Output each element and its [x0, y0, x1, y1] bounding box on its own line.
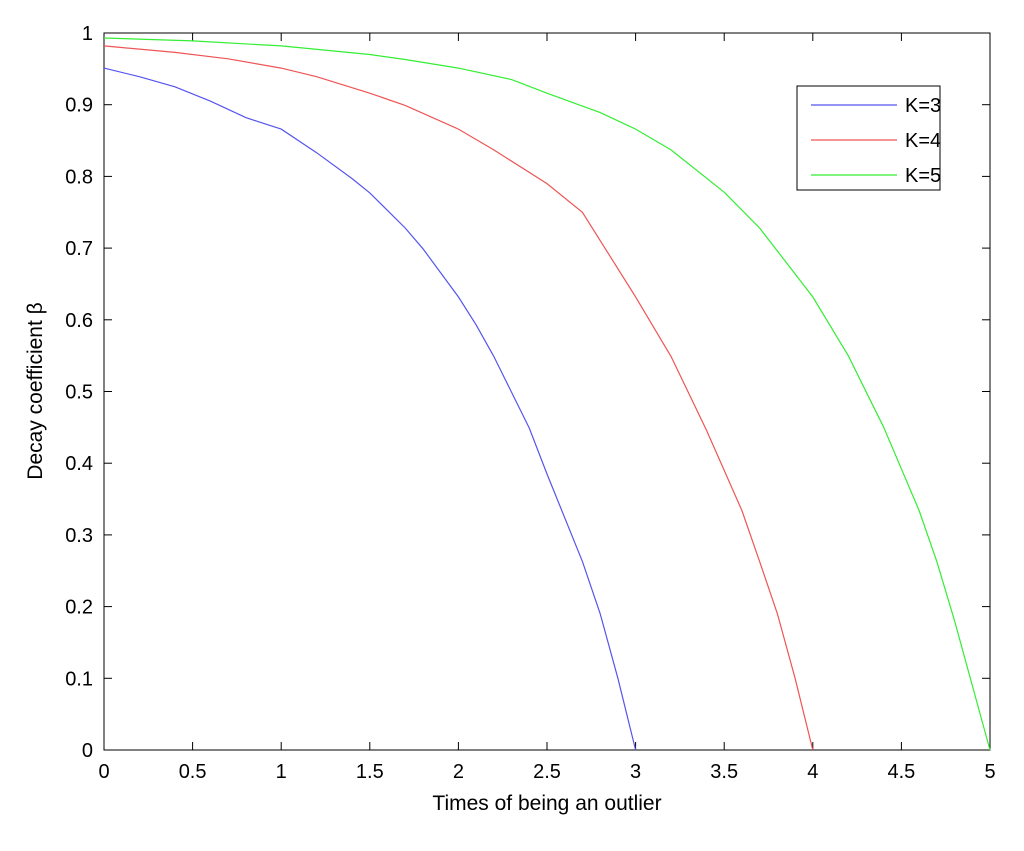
x-axis-title: Times of being an outlier	[432, 792, 661, 815]
legend-box	[796, 85, 941, 191]
x-tick-label: 1	[276, 761, 287, 783]
x-tick-label: 4.5	[887, 761, 915, 783]
y-tick-label: 0	[82, 740, 93, 762]
y-tick-label: 0.7	[65, 238, 93, 260]
x-tick-label: 3.5	[710, 761, 738, 783]
x-tick-label: 5	[984, 761, 995, 783]
y-tick-label: 0.3	[65, 525, 93, 547]
x-tick-label: 4	[807, 761, 818, 783]
series-lines	[103, 37, 991, 751]
legend-label: K=4	[905, 130, 941, 152]
x-tick-label: 0	[98, 761, 109, 783]
y-tick-label: 0.5	[65, 382, 93, 404]
y-tick-label: 0.9	[65, 95, 93, 117]
x-tick-label: 1.5	[356, 761, 384, 783]
legend-label: K=3	[905, 95, 941, 117]
series-line-k3	[103, 67, 637, 751]
legend-label: K=5	[905, 165, 941, 187]
y-tick-label: 0.8	[65, 166, 93, 188]
x-tick-label: 2.5	[533, 761, 561, 783]
legend-items: K=3 K=4 K=5	[811, 95, 941, 187]
y-tick-label: 0.4	[65, 453, 93, 475]
y-tick-label: 0.6	[65, 310, 93, 332]
y-tick-label: 1	[82, 23, 93, 45]
x-tick-label: 3	[630, 761, 641, 783]
y-tick-label: 0.2	[65, 597, 93, 619]
y-tick-label: 0.1	[65, 668, 93, 690]
legend: K=3 K=4 K=5	[796, 85, 941, 191]
x-tick-labels: 0 0.5 1 1.5 2 2.5 3 3.5 4 4.5 5	[98, 761, 995, 783]
y-tick-labels: 0 0.1 0.2 0.3 0.4 0.5 0.6 0.7 0.8 0.9 1	[65, 23, 93, 762]
y-axis-title: Decay coefficient β	[24, 302, 47, 479]
series-line-k4	[103, 45, 814, 751]
x-tick-label: 0.5	[179, 761, 207, 783]
x-tick-label: 2	[453, 761, 464, 783]
series-line-k5	[103, 37, 991, 751]
